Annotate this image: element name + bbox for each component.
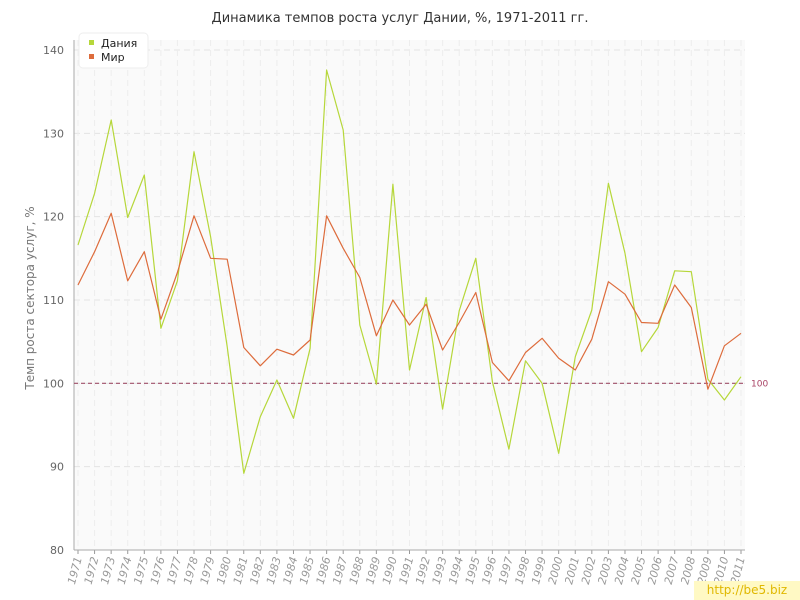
y-tick-label: 90 [50, 461, 64, 474]
y-tick-label: 110 [43, 294, 64, 307]
legend-label: Дания [101, 37, 137, 50]
series-line-denmark [77, 69, 742, 474]
legend-box [78, 32, 149, 69]
legend-label: Мир [101, 51, 125, 64]
series-line-world [77, 212, 742, 390]
series-group [77, 69, 742, 474]
x-ticks: 1971197219731974197519761977197819791980… [65, 555, 748, 585]
y-ticks: 80 90 100 110 120 130 140 [43, 44, 64, 557]
y-tick-label: 100 [43, 377, 64, 390]
y-tick-label: 120 [43, 211, 64, 224]
legend-marker [89, 54, 94, 59]
reference-line-group: 100 [74, 379, 768, 389]
chart-title: Динамика темпов роста услуг Дании, %, 19… [212, 11, 589, 26]
watermark: http://be5.biz [694, 581, 800, 600]
y-tick-label: 140 [43, 44, 64, 57]
y-tick-label: 80 [50, 544, 64, 557]
y-tick-label: 130 [43, 127, 64, 140]
reference-line-label: 100 [751, 379, 768, 389]
y-axis-label: Темп роста сектора услуг, % [23, 206, 37, 390]
legend-marker [89, 40, 94, 45]
axes [73, 40, 745, 554]
